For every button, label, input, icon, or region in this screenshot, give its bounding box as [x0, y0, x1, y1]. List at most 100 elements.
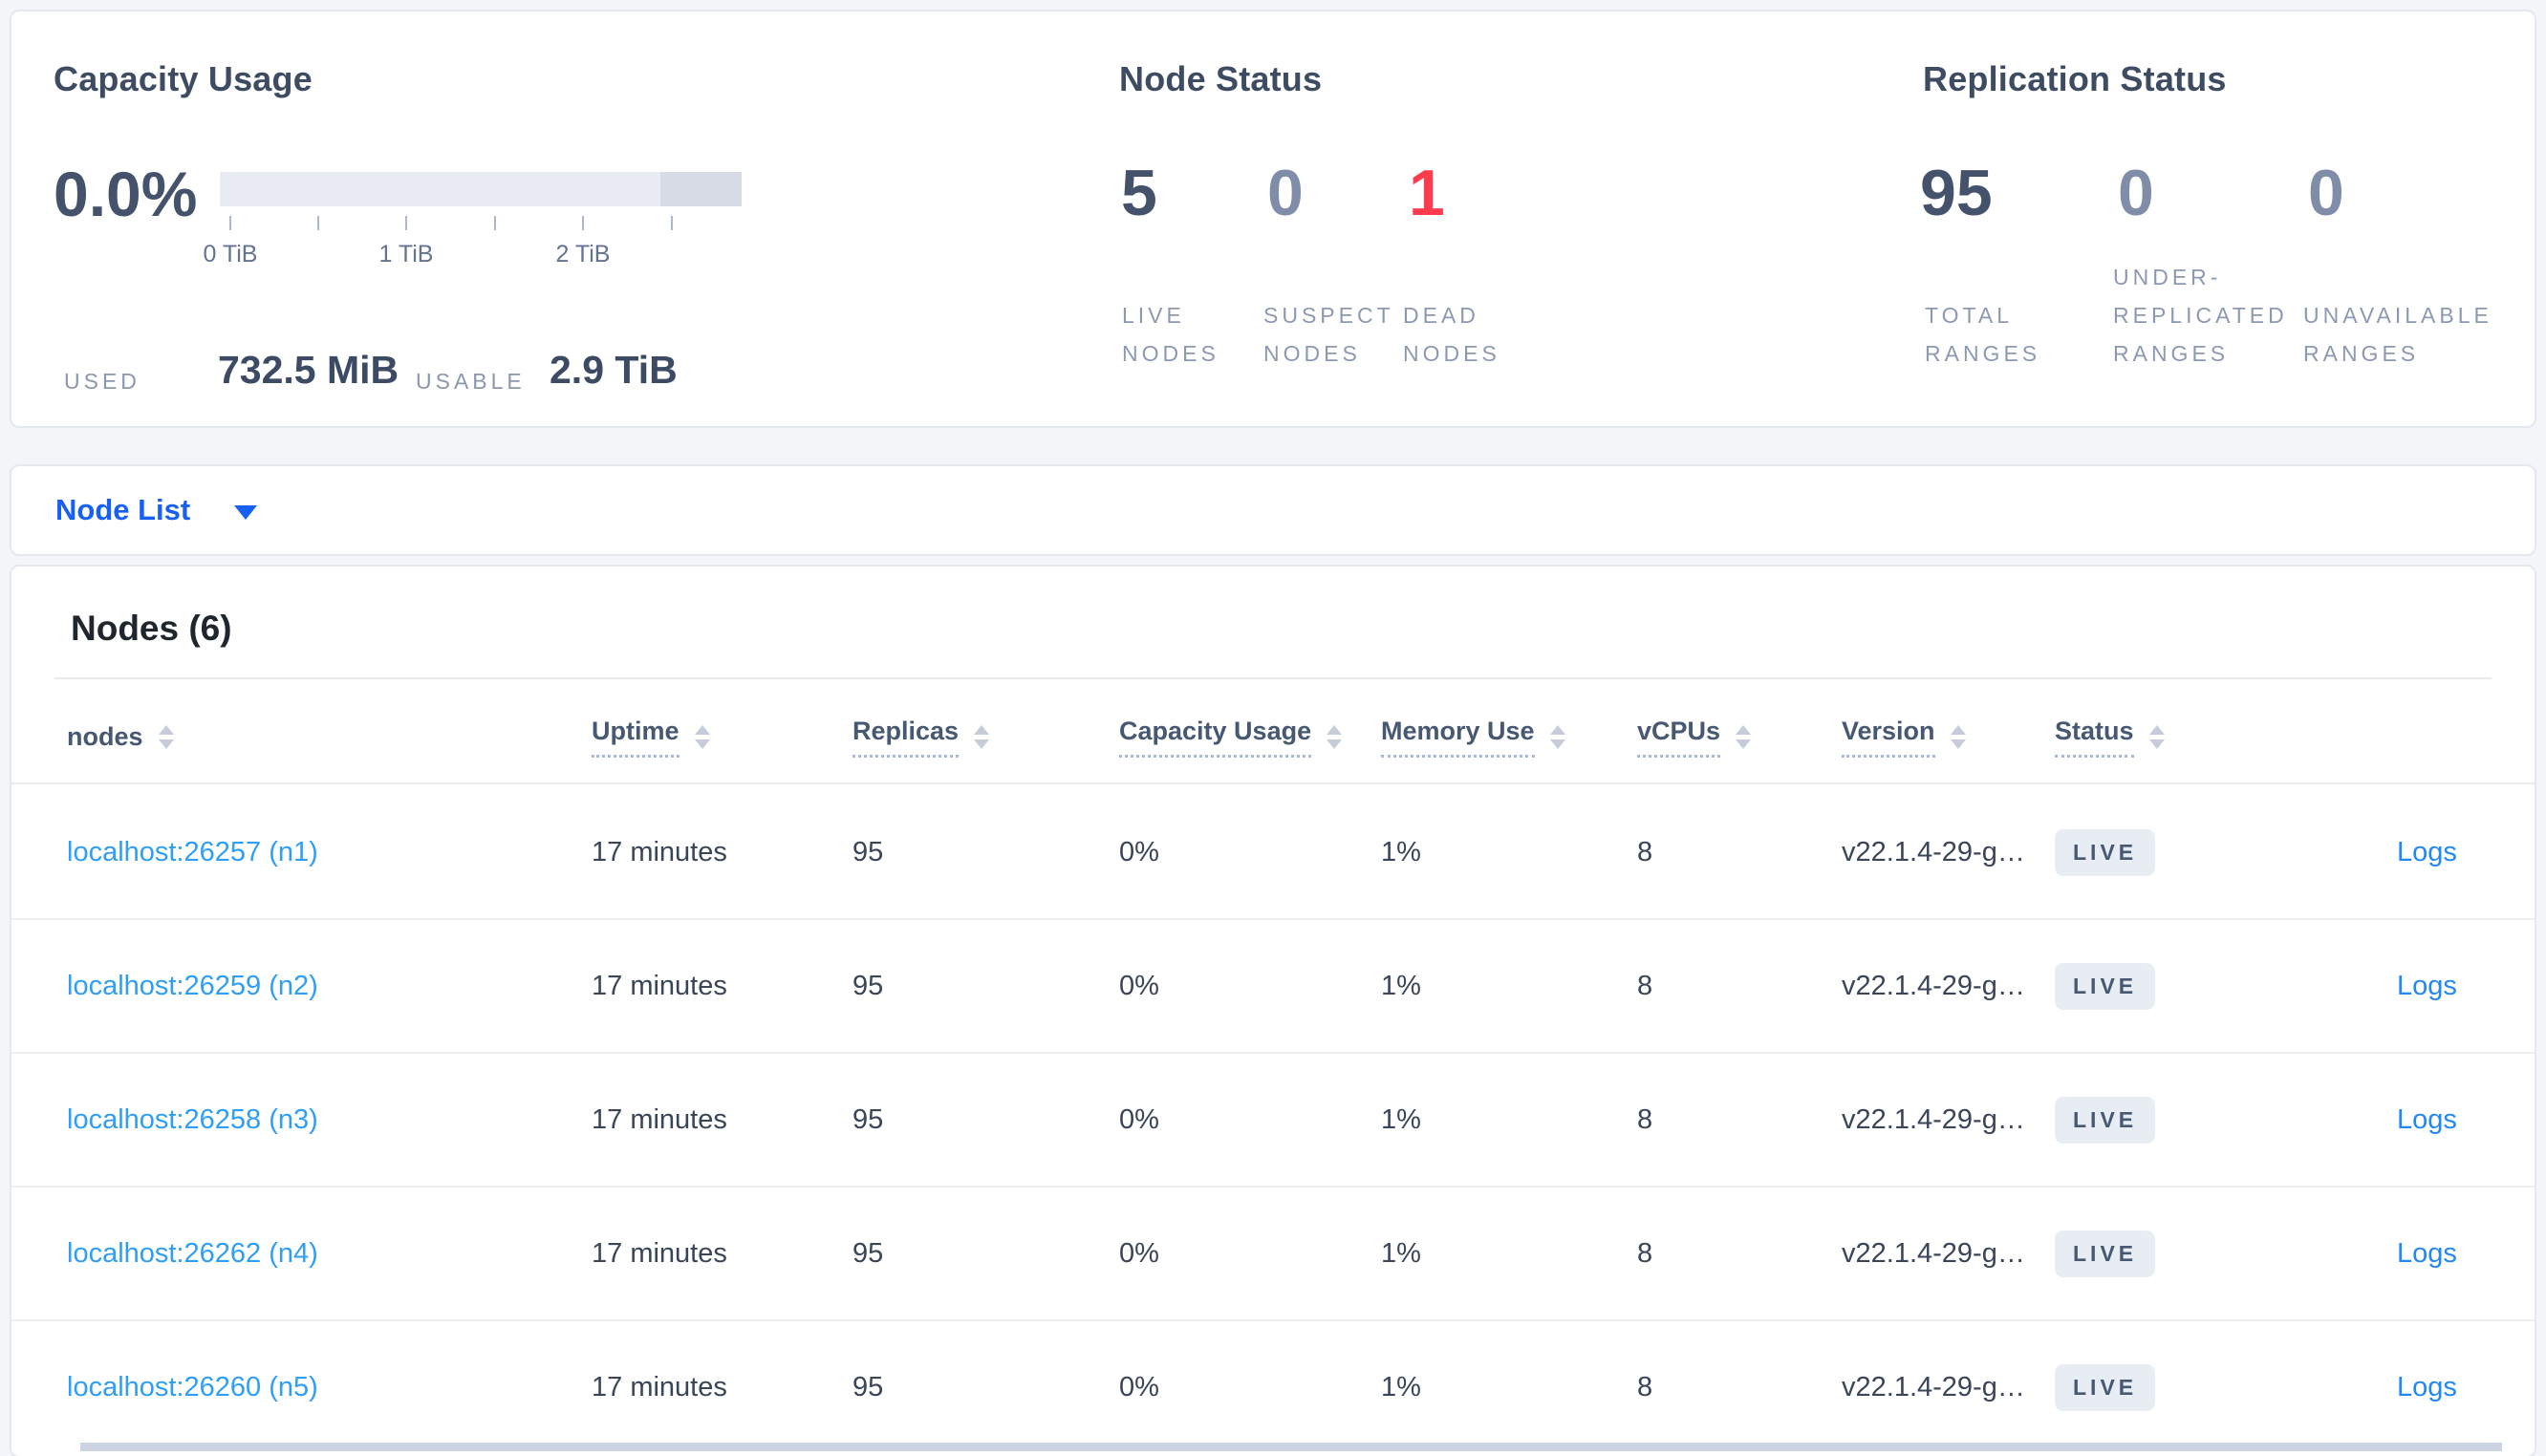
- under-replicated-ranges-count: 0: [2118, 157, 2154, 229]
- replication-status-title: Replication Status: [1923, 59, 2227, 98]
- uptime-cell: 17 minutes: [592, 1237, 727, 1269]
- logs-link[interactable]: Logs: [2397, 970, 2457, 1001]
- capacity-cell: 0%: [1119, 970, 1159, 1001]
- live-nodes-count: 5: [1121, 157, 1157, 229]
- capacity-bar-reserved-segment: [660, 172, 742, 206]
- memory-cell: 1%: [1381, 970, 1421, 1001]
- sort-icon[interactable]: [2148, 724, 2165, 749]
- capacity-cell: 0%: [1119, 1103, 1159, 1135]
- horizontal-scrollbar[interactable]: [80, 1443, 2502, 1451]
- column-header-version[interactable]: Version: [1842, 717, 2055, 758]
- version-cell: v22.1.4-29-g…: [1842, 1237, 2025, 1269]
- version-cell: v22.1.4-29-g…: [1842, 836, 2025, 867]
- table-row: localhost:26262 (n4) 17 minutes 95 0% 1%…: [11, 1188, 2535, 1321]
- axis-tick: [229, 216, 231, 230]
- live-nodes-label: LIVE NODES: [1122, 303, 1219, 366]
- axis-tick-label: 0 TiB: [203, 241, 258, 268]
- axis-tick: [494, 216, 496, 230]
- status-badge: LIVE: [2055, 828, 2156, 876]
- total-ranges-label: TOTAL RANGES: [1925, 303, 2041, 366]
- logs-link[interactable]: Logs: [2397, 1237, 2457, 1269]
- vcpus-cell: 8: [1637, 1371, 1653, 1402]
- uptime-cell: 17 minutes: [592, 970, 727, 1001]
- status-badge: LIVE: [2055, 962, 2156, 1010]
- axis-tick: [405, 216, 407, 230]
- divider: [54, 677, 2492, 679]
- column-header-replicas[interactable]: Replicas: [852, 717, 1119, 758]
- axis-tick: [582, 216, 584, 230]
- table-row: localhost:26260 (n5) 17 minutes 95 0% 1%…: [11, 1321, 2535, 1453]
- uptime-cell: 17 minutes: [592, 1103, 727, 1135]
- node-link[interactable]: localhost:26258 (n3): [67, 1103, 318, 1135]
- node-link[interactable]: localhost:26260 (n5): [67, 1371, 318, 1402]
- version-cell: v22.1.4-29-g…: [1842, 1371, 2025, 1402]
- status-badge: LIVE: [2055, 1096, 2156, 1144]
- sort-icon[interactable]: [1327, 724, 1343, 749]
- sort-icon[interactable]: [694, 724, 710, 749]
- column-header-memory-use[interactable]: Memory Use: [1381, 717, 1637, 758]
- status-badge: LIVE: [2055, 1363, 2156, 1411]
- replicas-cell: 95: [852, 1103, 884, 1135]
- memory-cell: 1%: [1381, 836, 1421, 867]
- capacity-usage-title: Capacity Usage: [54, 59, 313, 98]
- vcpus-cell: 8: [1637, 970, 1653, 1001]
- node-list-dropdown-label: Node List: [55, 493, 191, 526]
- nodes-table-card: Nodes (6) nodes Uptime Replicas Capacity…: [10, 565, 2536, 1456]
- table-row: localhost:26257 (n1) 17 minutes 95 0% 1%…: [11, 786, 2535, 920]
- capacity-usage-bar: [220, 172, 742, 206]
- node-link[interactable]: localhost:26257 (n1): [67, 836, 318, 867]
- memory-cell: 1%: [1381, 1371, 1421, 1402]
- axis-tick-label: 1 TiB: [378, 241, 434, 268]
- sort-icon[interactable]: [1950, 724, 1966, 749]
- node-link[interactable]: localhost:26259 (n2): [67, 970, 318, 1001]
- table-header-row: nodes Uptime Replicas Capacity Usage Mem…: [11, 691, 2535, 784]
- nodes-table-title: Nodes (6): [71, 609, 232, 648]
- column-header-vcpus[interactable]: vCPUs: [1637, 717, 1842, 758]
- sort-icon[interactable]: [158, 724, 174, 749]
- sort-icon[interactable]: [1736, 724, 1752, 749]
- column-header-uptime[interactable]: Uptime: [592, 717, 852, 758]
- column-header-nodes[interactable]: nodes: [67, 722, 592, 752]
- dead-nodes-count: 1: [1409, 157, 1445, 229]
- memory-cell: 1%: [1381, 1103, 1421, 1135]
- vcpus-cell: 8: [1637, 1237, 1653, 1269]
- chevron-down-icon: [234, 504, 258, 520]
- column-header-capacity-usage[interactable]: Capacity Usage: [1119, 717, 1381, 758]
- replicas-cell: 95: [852, 836, 884, 867]
- total-ranges-count: 95: [1920, 157, 1993, 229]
- logs-link[interactable]: Logs: [2397, 1103, 2457, 1135]
- status-badge: LIVE: [2055, 1230, 2156, 1277]
- logs-link[interactable]: Logs: [2397, 836, 2457, 867]
- column-header-status[interactable]: Status: [2055, 717, 2397, 758]
- suspect-nodes-label: SUSPECT NODES: [1263, 303, 1394, 366]
- used-label: USED: [64, 369, 140, 394]
- capacity-cell: 0%: [1119, 836, 1159, 867]
- axis-tick: [317, 216, 319, 230]
- replicas-cell: 95: [852, 1371, 884, 1402]
- memory-cell: 1%: [1381, 1237, 1421, 1269]
- table-row: localhost:26259 (n2) 17 minutes 95 0% 1%…: [11, 920, 2535, 1054]
- capacity-cell: 0%: [1119, 1237, 1159, 1269]
- version-cell: v22.1.4-29-g…: [1842, 1103, 2025, 1135]
- uptime-cell: 17 minutes: [592, 836, 727, 867]
- logs-link[interactable]: Logs: [2397, 1371, 2457, 1402]
- vcpus-cell: 8: [1637, 836, 1653, 867]
- replicas-cell: 95: [852, 970, 884, 1001]
- under-replicated-ranges-label: UNDER-REPLICATED RANGES: [2113, 265, 2288, 366]
- capacity-cell: 0%: [1119, 1371, 1159, 1402]
- node-link[interactable]: localhost:26262 (n4): [67, 1237, 318, 1269]
- replicas-cell: 95: [852, 1237, 884, 1269]
- node-list-dropdown[interactable]: Node List: [55, 493, 258, 527]
- cluster-summary-card: Capacity Usage 0.0% 0 TiB 1 TiB 2 TiB US…: [10, 10, 2536, 428]
- axis-tick: [671, 216, 673, 230]
- usable-label: USABLE: [416, 369, 526, 394]
- sort-icon[interactable]: [974, 724, 990, 749]
- unavailable-ranges-label: UNAVAILABLE RANGES: [2303, 303, 2492, 366]
- view-selector-bar: Node List: [10, 464, 2536, 556]
- dead-nodes-label: DEAD NODES: [1403, 303, 1500, 366]
- sort-icon[interactable]: [1549, 724, 1565, 749]
- version-cell: v22.1.4-29-g…: [1842, 970, 2025, 1001]
- node-status-title: Node Status: [1119, 59, 1323, 98]
- axis-tick-label: 2 TiB: [555, 241, 611, 268]
- capacity-used-percent: 0.0%: [54, 159, 198, 229]
